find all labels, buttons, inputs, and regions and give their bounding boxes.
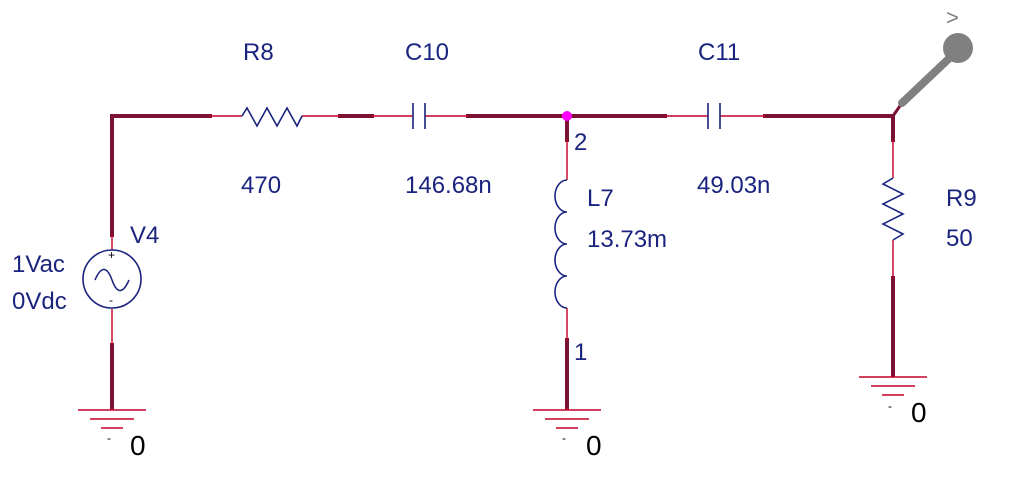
voltage-source-v4-name: V4 [130,222,159,249]
ground-right-minus: - [888,399,892,413]
capacitor-c11-value: 49.03n [697,172,770,199]
resistor-r8-name: R8 [243,39,274,66]
ground-middle-label: 0 [586,430,602,461]
voltage-source-v4-circle [82,249,142,309]
voltage-source-v4-ac: 1Vac [12,251,65,278]
capacitor-c10-value: 146.68n [405,172,492,199]
capacitor-c10-name: C10 [405,39,449,66]
resistor-r8-value: 470 [241,172,281,199]
inductor-l7-coils [554,179,568,309]
resistor-r9[interactable]: R9 50 [881,140,977,278]
capacitor-c11-plates [707,103,721,129]
capacitor-c10[interactable]: C10 146.68n [372,39,492,199]
probe-marker: > [946,5,959,30]
capacitor-c10-plates [412,103,426,129]
resistor-r9-name: R9 [946,185,977,212]
voltage-source-v4-plus: + [108,248,115,262]
inductor-l7-name: L7 [587,185,614,212]
probe-head-icon [943,33,973,63]
resistor-r8-zigzag [241,106,303,128]
ground-right[interactable]: - 0 [859,375,927,428]
ground-left-minus: - [107,431,111,445]
ground-left[interactable]: - 0 [78,408,146,461]
ground-middle-minus: - [562,431,566,445]
capacitor-c11[interactable]: C11 49.03n [665,39,770,199]
resistor-r9-value: 50 [946,225,973,252]
voltage-source-v4-minus: - [109,293,113,307]
voltage-source-v4[interactable]: + - V4 1Vac 0Vdc [12,222,159,345]
wire-c11-to-r9[interactable] [763,114,895,142]
voltage-source-v4-dc: 0Vdc [12,288,67,315]
wires [110,114,895,410]
voltage-probe[interactable]: > [891,5,973,117]
wire-v4-to-r8[interactable] [110,114,212,237]
ground-left-label: 0 [130,430,146,461]
inductor-l7-pin-bottom: 1 [574,339,587,366]
ground-right-label: 0 [911,397,927,428]
inductor-l7[interactable]: 2 1 L7 13.73m [554,129,667,366]
sine-wave-icon [94,268,130,292]
inductor-l7-value: 13.73m [587,226,667,253]
resistor-r9-zigzag [881,177,905,241]
capacitor-c11-name: C11 [698,39,740,66]
ground-middle[interactable]: - 0 [533,408,602,461]
inductor-l7-pin-top: 2 [574,129,587,156]
junction-node-dot[interactable] [562,111,572,121]
resistor-r8[interactable]: R8 470 [210,39,340,199]
